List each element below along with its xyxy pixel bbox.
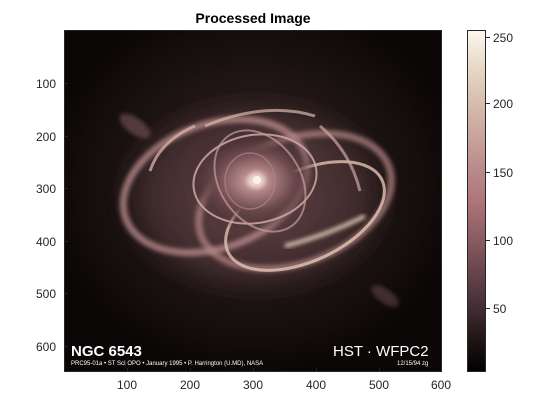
y-tick-mark [64, 346, 68, 347]
colorbar [467, 30, 486, 372]
x-tick-label: 200 [180, 378, 201, 392]
colorbar-tick [486, 308, 490, 309]
colorbar-tick [486, 37, 490, 38]
caption-date: 12/15/94 zg [397, 361, 429, 367]
caption-credit: PRC95-01a • ST ScI OPO • January 1995 • … [71, 361, 264, 367]
x-tick-label: 500 [369, 378, 390, 392]
x-tick-label: 300 [243, 378, 264, 392]
y-tick-label: 200 [36, 130, 57, 144]
colorbar-tick-label: 150 [493, 166, 514, 180]
y-tick-label: 500 [36, 287, 57, 301]
x-tick-mark [316, 368, 317, 372]
colorbar-tick-label: 250 [493, 31, 514, 45]
x-tick-mark [253, 368, 254, 372]
x-tick-label: 400 [306, 378, 327, 392]
y-tick-mark [64, 241, 68, 242]
y-tick-label: 300 [36, 182, 57, 196]
x-tick-mark [379, 368, 380, 372]
colorbar-tick [486, 172, 490, 173]
y-tick-label: 100 [36, 77, 57, 91]
colorbar-tick-label: 50 [493, 302, 507, 316]
caption-instrument: HST · WFPC2 [333, 343, 429, 360]
y-tick-mark [64, 188, 68, 189]
x-tick-mark [441, 368, 442, 372]
y-tick-label: 400 [36, 235, 57, 249]
x-tick-label: 600 [431, 378, 452, 392]
x-tick-mark [127, 368, 128, 372]
y-tick-mark [64, 83, 68, 84]
image-axes: NGC 6543 PRC95-01a • ST ScI OPO • Januar… [64, 30, 442, 372]
colorbar-tick-label: 200 [493, 97, 514, 111]
colorbar-tick-label: 100 [493, 234, 514, 248]
y-tick-label: 600 [36, 340, 57, 354]
colorbar-tick [486, 240, 490, 241]
x-tick-label: 100 [117, 378, 138, 392]
y-tick-mark [64, 136, 68, 137]
y-tick-mark [64, 293, 68, 294]
figure-title: Processed Image [195, 10, 311, 26]
caption-ngc: NGC 6543 [71, 343, 142, 360]
colorbar-tick [486, 103, 490, 104]
x-tick-mark [190, 368, 191, 372]
nebula-image [65, 31, 441, 371]
